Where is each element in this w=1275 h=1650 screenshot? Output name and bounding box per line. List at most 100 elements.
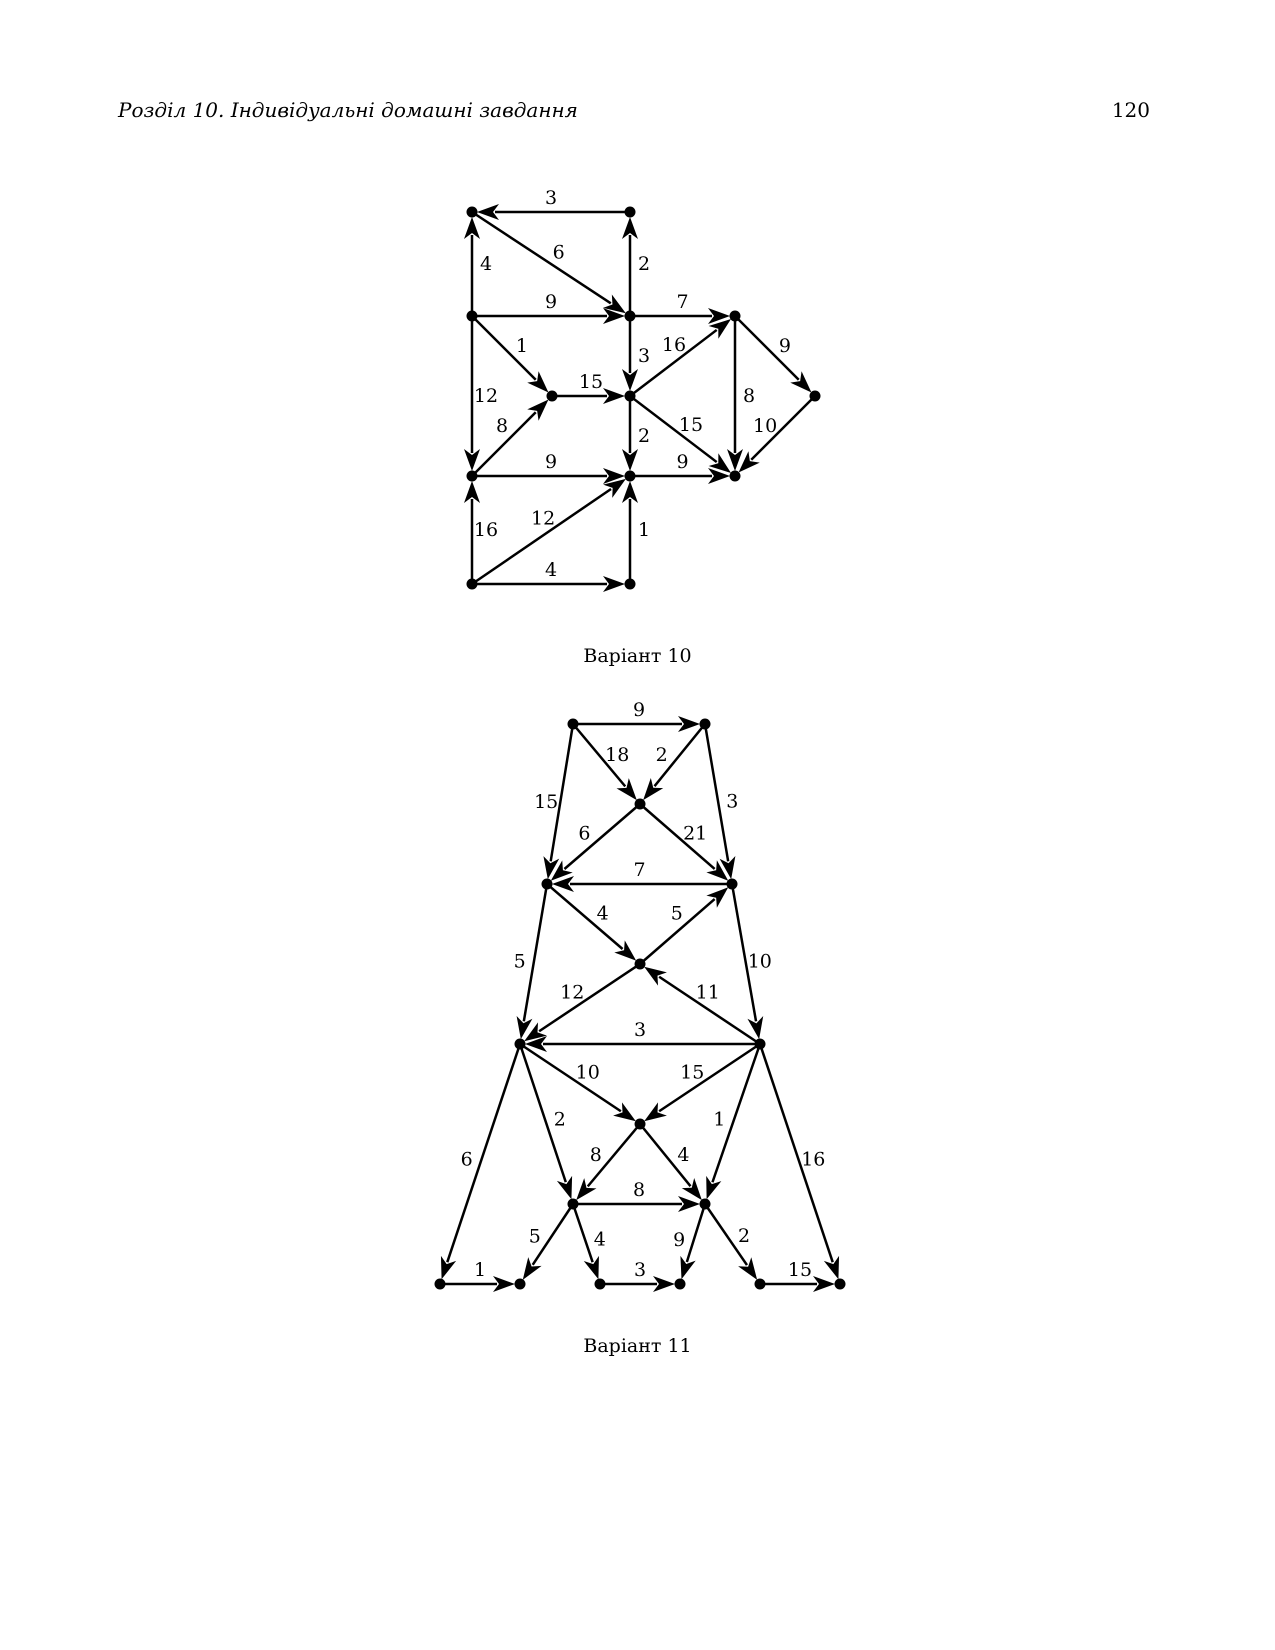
edge-label: 4	[594, 1229, 606, 1251]
arrowhead-F-G	[603, 388, 625, 404]
edge-label: 9	[545, 291, 557, 313]
edge-label: 6	[578, 822, 590, 844]
arrowhead-G-J	[708, 453, 732, 473]
edge-label: 6	[553, 241, 565, 263]
edge-label: 9	[676, 451, 688, 473]
edge-label: 21	[683, 822, 707, 844]
edge-label: 15	[788, 1259, 812, 1281]
edge-label: 15	[534, 791, 558, 813]
arrowhead-C-A	[464, 217, 480, 239]
graph-node	[699, 1198, 711, 1210]
arrowhead-G-K	[622, 449, 638, 471]
arrowhead-C-I	[464, 449, 480, 471]
edge-label: 9	[779, 335, 791, 357]
arrowhead-E-H	[790, 371, 812, 393]
arrowhead-C-E	[706, 860, 729, 881]
edge-B-C	[653, 723, 706, 787]
edge-label: 8	[743, 385, 755, 407]
arrowhead-I-J	[576, 1178, 597, 1201]
arrowhead-H-K	[706, 1175, 722, 1200]
edge-label: 2	[656, 744, 668, 766]
edge-D-F	[546, 883, 624, 950]
arrowhead-G-L	[440, 1255, 457, 1280]
edge-K-P	[703, 1203, 748, 1266]
arrowhead-D-G	[622, 369, 638, 391]
arrowhead-F-G	[524, 1022, 547, 1042]
graph-node	[594, 1278, 606, 1290]
graph-node	[726, 878, 738, 890]
arrowhead-D-G	[516, 1016, 533, 1040]
edge-G-J	[518, 1043, 567, 1183]
edge-label: 9	[545, 451, 557, 473]
edge-label: 4	[545, 559, 557, 581]
edge-label: 1	[474, 1259, 486, 1281]
arrowhead-J-N	[583, 1255, 599, 1280]
edge-label: 3	[726, 791, 738, 813]
edge-H-I	[658, 1042, 761, 1113]
edge-label: 2	[738, 1225, 750, 1247]
edge-label: 3	[634, 1019, 646, 1041]
edge-label: 8	[496, 415, 508, 437]
arrowhead-G-J	[556, 1175, 573, 1200]
arrowhead-A-B	[678, 716, 700, 732]
edge-H-F	[658, 975, 761, 1046]
graph-node	[546, 390, 558, 402]
arrowhead-H-J	[738, 451, 760, 473]
graph-node	[541, 878, 553, 890]
graph-node	[699, 718, 711, 730]
edge-C-E	[639, 803, 716, 870]
graph-node	[834, 1278, 846, 1290]
edge-G-J	[629, 395, 718, 464]
edge-label: 2	[638, 425, 650, 447]
edge-label: 16	[801, 1149, 825, 1171]
edge-label: 12	[474, 385, 498, 407]
graph-node	[466, 578, 478, 590]
edge-label: 8	[633, 1179, 645, 1201]
edge-label: 4	[597, 902, 609, 924]
running-head: Розділ 10. Індивідуальні домашні завданн…	[118, 98, 578, 122]
edge-C-D	[563, 803, 641, 870]
graph-node	[466, 310, 478, 322]
graph-node	[634, 798, 646, 810]
edge-K-O	[685, 1203, 707, 1263]
arrowhead-B-C	[643, 778, 664, 801]
graph-node	[729, 470, 741, 482]
edge-label: 3	[638, 345, 650, 367]
edge-label: 2	[554, 1109, 566, 1131]
edge-E-H	[730, 883, 758, 1022]
edge-label: 16	[662, 334, 686, 356]
edge-label: 4	[480, 253, 492, 275]
edge-label: 3	[545, 187, 557, 209]
arrowhead-A-D	[603, 294, 626, 314]
arrowhead-I-K	[603, 468, 625, 484]
edge-label: 3	[634, 1259, 646, 1281]
graph-node	[466, 470, 478, 482]
edge-H-K	[711, 1043, 762, 1183]
arrowhead-J-K	[678, 1196, 700, 1212]
graph-variant-10: 3 6 2 4 9 7 1 3 16 9 8 15 12 8 2 15 10 9 9 16 12 1 4	[464, 187, 821, 592]
arrowhead-E-J	[727, 449, 743, 471]
edge-label: 9	[673, 1229, 685, 1251]
graph-node	[624, 578, 636, 590]
graph-node	[624, 310, 636, 322]
edge-A-D	[549, 723, 575, 862]
edge-I-J	[586, 1123, 641, 1188]
edge-F-G	[538, 962, 641, 1033]
arrowhead-F-E	[706, 887, 729, 908]
graph-node	[634, 958, 646, 970]
edge-label: 12	[560, 981, 584, 1003]
edge-label: 6	[461, 1149, 473, 1171]
arrowhead-A-C	[616, 778, 637, 801]
graph-node	[754, 1038, 766, 1050]
edge-G-L	[446, 1043, 522, 1263]
graph-node	[567, 1198, 579, 1210]
graph-node	[514, 1038, 526, 1050]
edge-label: 16	[474, 519, 498, 541]
edge-I-K	[639, 1123, 692, 1187]
arrowhead-H-G	[525, 1036, 547, 1052]
edge-label: 5	[529, 1225, 541, 1247]
edge-label: 4	[677, 1144, 689, 1166]
graph-node	[567, 718, 579, 730]
arrowhead-C-F	[527, 371, 549, 393]
edge-label: 2	[638, 253, 650, 275]
